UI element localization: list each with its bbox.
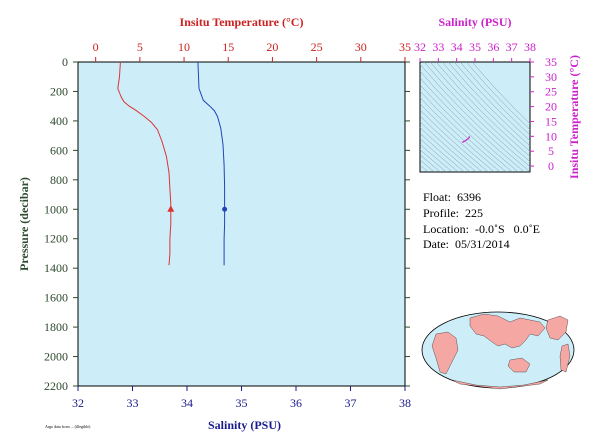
bottom-axis-label: Salinity (PSU) (208, 418, 281, 432)
ts-top-axis-tick-label: 36 (487, 40, 499, 54)
main-profile-chart: 0 5 10 15 20 25 30 35 Insitu Temperature (°C) 32 3… (17, 15, 411, 432)
density-isoline (420, 109, 489, 172)
ts-right-axis-tick-label: 35 (545, 55, 557, 69)
ts-curve (461, 136, 470, 143)
density-isoline (429, 62, 530, 163)
ts-diagram-chart: 32 33 34 35 36 37 38 Salinity (PSU) 051015202530… (414, 15, 581, 179)
ts-right-axis-tick-label: 15 (545, 114, 557, 128)
location: Location: -0.0˚S 0.0˚E (423, 222, 540, 236)
left-axis-tick-label: 1000 (44, 202, 68, 216)
left-axis-tick-label: 1200 (44, 232, 68, 246)
ts-right-axis-tick-label: 20 (545, 100, 557, 114)
ts-top-axis-tick-label: 33 (432, 40, 444, 54)
map-land-antarctica (451, 379, 549, 390)
top-axis-tick-label: 15 (222, 40, 234, 54)
bottom-axis-tick-label: 34 (181, 396, 193, 410)
density-isoline (420, 127, 471, 172)
top-axis-tick-label: 20 (266, 40, 278, 54)
salinity-marker (222, 206, 228, 212)
density-isoline (459, 62, 530, 136)
ts-right-axis-tick-label: 25 (545, 85, 557, 99)
top-axis-tick-label: 35 (399, 40, 411, 54)
top-axis-tick-label: 5 (137, 40, 143, 54)
ts-right-axis-tick-label: 10 (545, 129, 557, 143)
density-isoline (420, 121, 477, 172)
bottom-axis-tick-label: 35 (236, 396, 248, 410)
density-isoline (465, 62, 530, 130)
map-land-africa (431, 331, 459, 375)
left-axis-tick-label: 800 (50, 173, 68, 187)
left-axis-tick-label: 0 (62, 55, 68, 69)
left-axis-tick-label: 2000 (44, 350, 68, 364)
bottom-axis-tick-label: 33 (127, 396, 139, 410)
salinity-profile-line (197, 61, 226, 266)
left-axis-label: Pressure (decibar) (17, 177, 31, 271)
ts-right-axis-label: Insitu Temperature (°C) (567, 55, 581, 179)
profile-number: Profile: 225 (423, 206, 483, 220)
ts-top-axis-tick-label: 34 (451, 40, 463, 54)
density-isoline (441, 62, 530, 152)
density-isoline (435, 62, 530, 157)
top-axis-tick-label: 10 (178, 40, 190, 54)
ts-right-axis-tick-label: 30 (545, 70, 557, 84)
left-axis-tick-label: 1800 (44, 320, 68, 334)
ts-right-axis-tick-label: 5 (548, 144, 554, 158)
ts-top-axis-tick-label: 35 (469, 40, 481, 54)
ts-top-axis-label: Salinity (PSU) (438, 15, 511, 29)
left-axis-tick-label: 200 (50, 84, 68, 98)
density-isoline (420, 77, 519, 172)
density-isoline (453, 62, 530, 141)
temperature-profile-line (117, 61, 172, 266)
top-axis-tick-label: 0 (93, 40, 99, 54)
date: Date: 05/31/2014 (423, 237, 510, 251)
density-isoline (447, 62, 530, 147)
top-axis-label: Insitu Temperature (°C) (180, 15, 304, 29)
left-axis-tick-label: 2200 (44, 379, 68, 393)
density-isoline (423, 62, 530, 168)
ts-right-axis-tick-label: 0 (548, 159, 554, 173)
map-land-north-america (545, 315, 569, 341)
footer-small-text: Argo data from ... (illegible) (45, 424, 91, 429)
ts-top-axis-tick-label: 32 (414, 40, 426, 54)
density-isoline (420, 90, 507, 172)
left-axis-tick-label: 400 (50, 114, 68, 128)
density-isoline (420, 70, 525, 172)
temperature-marker (167, 205, 175, 212)
left-axis-tick-label: 600 (50, 143, 68, 157)
density-isoline (420, 103, 495, 172)
bottom-axis-tick-label: 32 (72, 396, 84, 410)
left-axis-tick-label: 1400 (44, 261, 68, 275)
world-map (421, 311, 575, 390)
map-land-south-america (559, 343, 571, 373)
density-isoline (420, 63, 530, 172)
top-axis-tick-label: 25 (311, 40, 323, 54)
density-isoline (420, 84, 513, 172)
bottom-axis-tick-label: 38 (399, 396, 411, 410)
map-land-australia (507, 357, 531, 373)
ts-top-axis-tick-label: 37 (506, 40, 518, 54)
main-plot-area (77, 61, 406, 387)
map-land-asia-europe (469, 313, 546, 349)
left-axis-tick-label: 1600 (44, 291, 68, 305)
bottom-axis-tick-label: 37 (345, 396, 357, 410)
bottom-axis-tick-label: 36 (290, 396, 302, 410)
float-id: Float: 6396 (423, 190, 482, 204)
density-isoline (420, 97, 501, 172)
density-isoline (420, 115, 483, 172)
density-isoline (471, 62, 530, 125)
ts-top-axis-tick-label: 38 (524, 40, 536, 54)
density-isolines (420, 62, 530, 172)
top-axis-tick-label: 30 (355, 40, 367, 54)
